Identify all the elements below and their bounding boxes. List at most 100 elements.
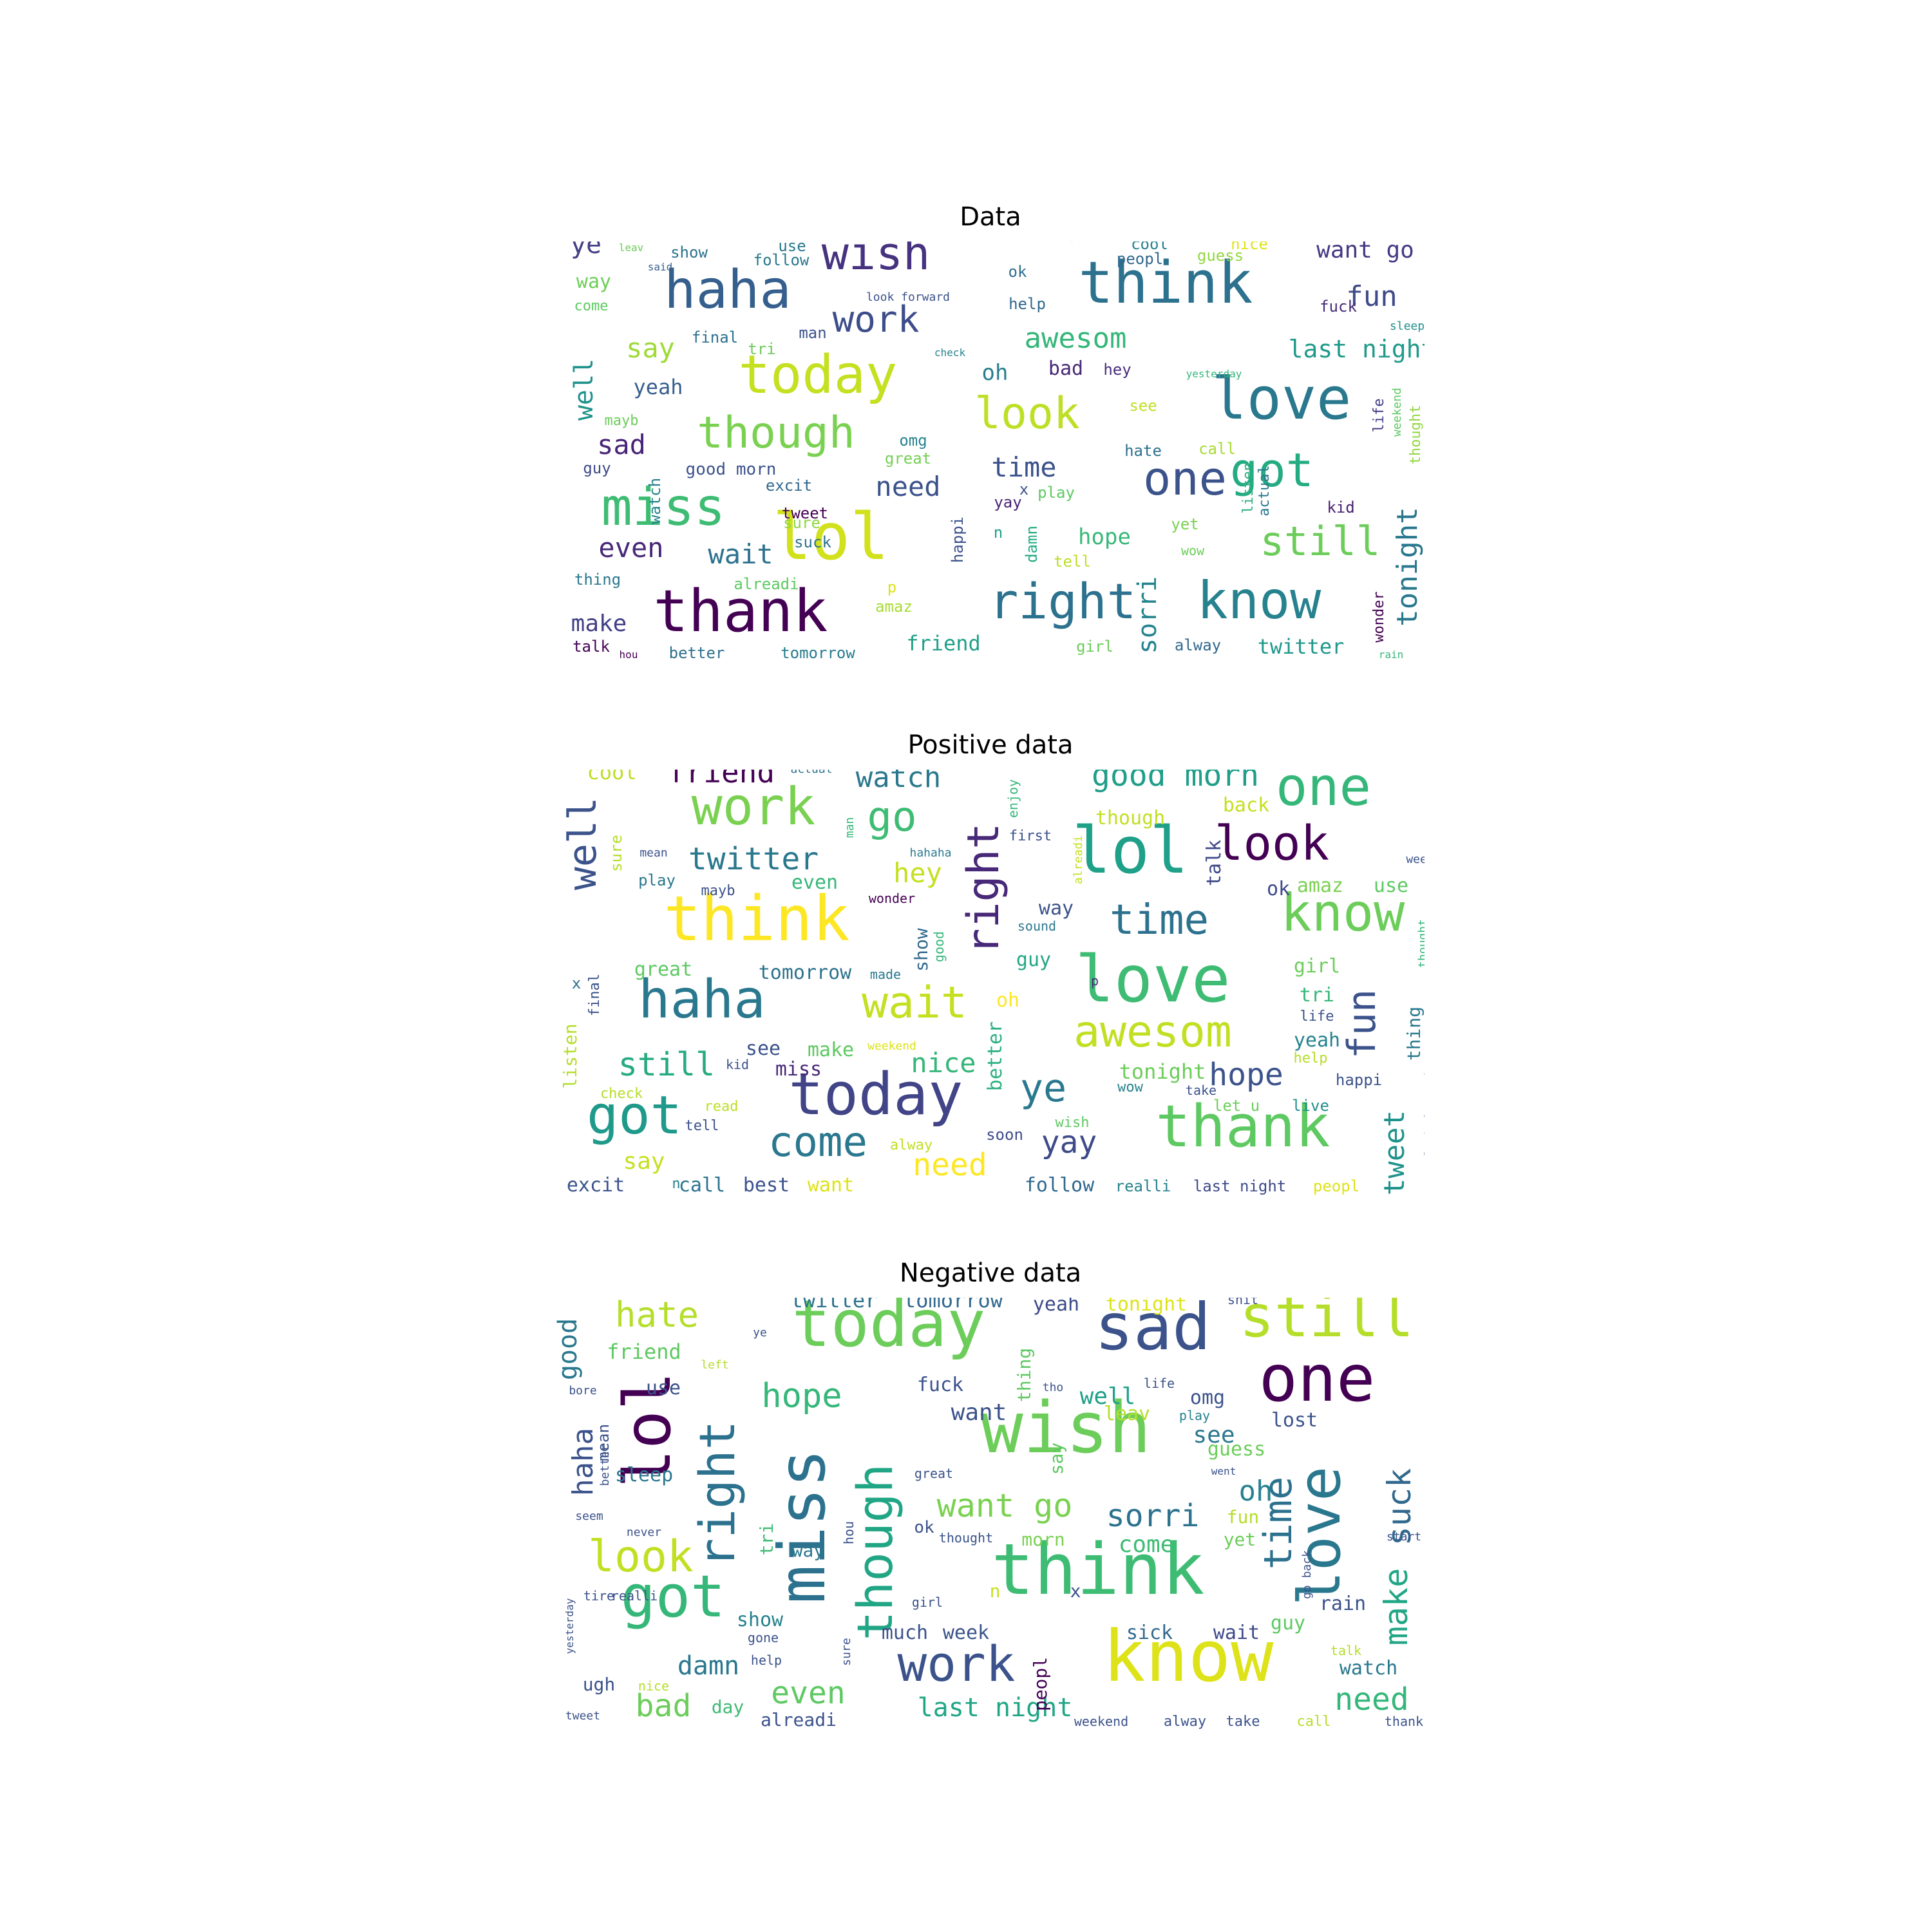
cloud-word: realli: [611, 1588, 658, 1604]
cloud-word: suck: [1381, 1468, 1418, 1546]
cloud-word: even: [791, 871, 838, 894]
cloud-word: right: [688, 1421, 746, 1568]
cloud-word: bad: [636, 1688, 692, 1724]
cloud-word: great: [914, 1466, 953, 1481]
cloud-word: weekend: [1390, 388, 1404, 437]
cloud-word: got: [1230, 443, 1314, 497]
cloud-word: sure: [607, 835, 625, 872]
cloud-word: follow: [1025, 1174, 1095, 1197]
cloud-word: come: [1119, 1531, 1175, 1558]
cloud-word: look forward: [1423, 1072, 1425, 1156]
cloud-word: call: [679, 1174, 725, 1197]
cloud-word: even: [598, 532, 663, 564]
cloud-word: call: [1297, 1714, 1331, 1730]
cloud-word: help: [1009, 295, 1046, 313]
cloud-word: final: [692, 328, 738, 346]
cloud-word: yeah: [1033, 1298, 1079, 1316]
cloud-word: made: [870, 967, 901, 982]
cloud-word: wow: [1117, 1079, 1143, 1095]
cloud-word: damn: [677, 1651, 739, 1681]
cloud-word: thought: [1416, 919, 1425, 968]
cloud-word: need: [875, 471, 940, 502]
cloud-word: sound: [1018, 918, 1056, 934]
cloud-word: wonder: [869, 891, 915, 906]
cloud-word: actual: [790, 770, 832, 776]
cloud-word: one: [1276, 770, 1371, 818]
cloud-word: show: [911, 928, 932, 972]
cloud-word: check: [600, 1086, 643, 1102]
cloud-word: live: [1292, 1097, 1329, 1115]
cloud-word: sad: [597, 429, 646, 460]
cloud-word: show: [737, 1609, 784, 1631]
cloud-word: come: [768, 1119, 867, 1166]
cloud-word: time: [1256, 1477, 1301, 1570]
cloud-word: tomorrow: [759, 961, 852, 984]
cloud-word: said: [648, 261, 673, 273]
cloud-word: p: [1091, 973, 1099, 989]
cloud-word: last night: [918, 1693, 1073, 1723]
cloud-word: though: [697, 408, 855, 459]
cloud-word: damn: [1023, 526, 1041, 563]
cloud-word: p: [887, 578, 896, 596]
cloud-word: much: [882, 1622, 928, 1644]
cloud-word: sorri: [1133, 576, 1162, 654]
cloud-word: weekend: [1074, 1714, 1128, 1729]
cloud-word: first: [1009, 828, 1052, 844]
cloud-word: guess: [1197, 247, 1244, 265]
cloud-word: ok: [1009, 263, 1027, 281]
cloud-word: twitter: [688, 841, 819, 877]
cloud-word: leav: [619, 242, 644, 254]
cloud-word: make: [1378, 1568, 1415, 1645]
cloud-word: say: [1046, 1443, 1067, 1475]
cloud-word: look: [974, 388, 1080, 439]
cloud-word: look: [1215, 816, 1329, 871]
cloud-word: know: [1103, 1615, 1274, 1698]
cloud-word: use: [1374, 875, 1408, 897]
cloud-word: want go: [1316, 242, 1414, 263]
cloud-word: girl: [1294, 955, 1340, 978]
cloud-word: look: [588, 1531, 694, 1582]
cloud-word: x: [572, 974, 581, 992]
cloud-word: yet: [1224, 1529, 1256, 1550]
cloud-word: man: [843, 817, 857, 838]
cloud-word: guy: [583, 459, 611, 477]
cloud-word: yesterday: [564, 1598, 576, 1654]
cloud-word: still: [618, 1046, 715, 1083]
cloud-word: yeah: [1294, 1029, 1340, 1052]
cloud-word: sleep: [1390, 319, 1425, 333]
cloud-word: love: [1286, 1466, 1354, 1606]
cloud-word: hou: [620, 649, 638, 661]
cloud-word: fun: [1340, 989, 1385, 1059]
cloud-word: today: [739, 345, 898, 406]
cloud-word: omg: [899, 431, 927, 450]
cloud-word: kid: [1327, 498, 1354, 516]
cloud-word: better: [669, 644, 725, 662]
cloud-word: final: [587, 974, 603, 1016]
cloud-word: miss: [764, 1449, 840, 1604]
cloud-word: hate: [1124, 442, 1162, 460]
cloud-word: alreadi: [761, 1709, 837, 1730]
cloud-word: twitter: [1258, 634, 1345, 659]
cloud-word: watch: [856, 770, 941, 794]
cloud-word: yay: [994, 493, 1021, 511]
cloud-word: left: [701, 1358, 728, 1372]
cloud-word: life: [1300, 1009, 1334, 1025]
cloud-word: make: [808, 1039, 854, 1061]
panel-title: Data: [960, 202, 1021, 232]
cloud-word: know: [1197, 571, 1321, 630]
cloud-word: seem: [575, 1510, 603, 1523]
cloud-word: go: [867, 793, 916, 841]
cloud-word: watch: [646, 478, 664, 524]
cloud-word: suck: [794, 533, 831, 551]
cloud-word: wait: [708, 538, 773, 570]
cloud-word: life: [1144, 1376, 1175, 1391]
cloud-word: went: [1211, 1465, 1236, 1477]
cloud-word: hahaha: [909, 846, 951, 860]
cloud-word: thing: [574, 571, 621, 589]
cloud-word: never: [627, 1526, 661, 1539]
cloud-word: want: [808, 1174, 854, 1197]
cloud-word: play: [638, 871, 676, 889]
cloud-word: oh: [996, 989, 1019, 1012]
panel-title: Positive data: [907, 730, 1074, 760]
cloud-word: peopl: [1117, 250, 1163, 268]
